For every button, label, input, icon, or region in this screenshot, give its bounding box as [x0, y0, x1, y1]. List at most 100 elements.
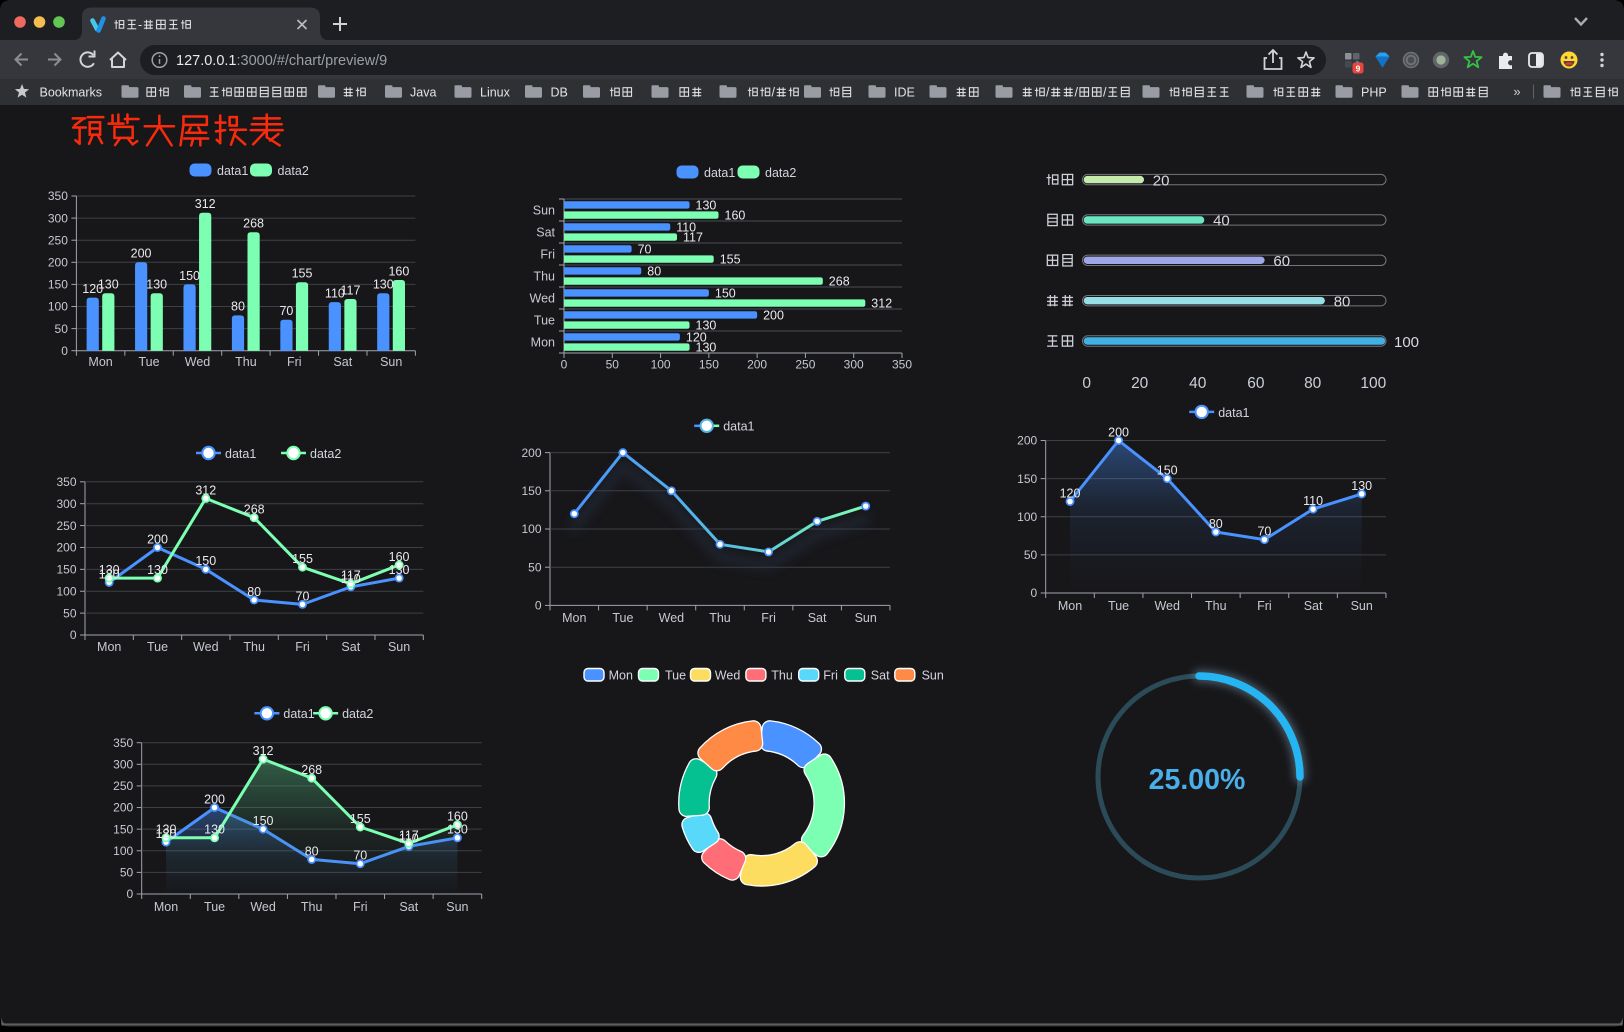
- svg-text:117: 117: [341, 569, 361, 583]
- svg-text:117: 117: [399, 828, 419, 842]
- svg-text:Sun: Sun: [446, 900, 468, 914]
- svg-text:150: 150: [56, 563, 76, 577]
- svg-text:130: 130: [99, 563, 120, 577]
- svg-text:»: »: [1513, 84, 1520, 99]
- svg-text:312: 312: [253, 744, 274, 758]
- svg-text:70: 70: [353, 849, 367, 863]
- svg-text:80: 80: [247, 585, 261, 599]
- svg-text:50: 50: [55, 322, 69, 336]
- svg-text:0: 0: [70, 628, 77, 642]
- svg-text:/: /: [772, 85, 776, 99]
- svg-text:200: 200: [1017, 434, 1037, 448]
- svg-text:150: 150: [1017, 472, 1037, 486]
- svg-text:127.0.0.1:3000/#/chart/preview: 127.0.0.1:3000/#/chart/preview/9: [176, 53, 387, 69]
- svg-text:data2: data2: [278, 164, 309, 178]
- svg-text:Mon: Mon: [88, 355, 112, 369]
- svg-text:100: 100: [48, 300, 68, 314]
- svg-text:0: 0: [61, 344, 68, 358]
- svg-text:Wed: Wed: [659, 611, 685, 625]
- svg-text:130: 130: [146, 278, 167, 292]
- svg-text:data2: data2: [765, 166, 796, 180]
- svg-text:268: 268: [243, 217, 264, 231]
- svg-text:100: 100: [651, 358, 671, 372]
- svg-text:data2: data2: [310, 447, 341, 461]
- svg-text:Sat: Sat: [808, 611, 827, 625]
- svg-text:data2: data2: [342, 707, 373, 721]
- svg-text:Sat: Sat: [333, 355, 352, 369]
- svg-text:130: 130: [447, 823, 468, 837]
- svg-text:300: 300: [56, 497, 76, 511]
- svg-text:Sun: Sun: [922, 669, 944, 683]
- svg-text:130: 130: [98, 278, 119, 292]
- svg-text:100: 100: [1360, 375, 1386, 392]
- svg-text:200: 200: [131, 247, 152, 261]
- svg-text:Sat: Sat: [1304, 599, 1323, 613]
- svg-text:300: 300: [113, 758, 133, 772]
- svg-text:150: 150: [521, 484, 541, 498]
- svg-text:Wed: Wed: [193, 640, 219, 654]
- svg-text:200: 200: [48, 256, 68, 270]
- svg-text:350: 350: [56, 475, 76, 489]
- svg-text:250: 250: [795, 358, 815, 372]
- svg-text:120: 120: [99, 567, 120, 581]
- svg-text:80: 80: [647, 264, 661, 278]
- svg-text:Sun: Sun: [1351, 599, 1373, 613]
- svg-text:Wed: Wed: [185, 355, 211, 369]
- svg-text:IDE: IDE: [894, 85, 915, 99]
- svg-text:Mon: Mon: [531, 335, 555, 349]
- svg-text:100: 100: [521, 522, 541, 536]
- svg-text:Thu: Thu: [243, 640, 265, 654]
- svg-text:200: 200: [113, 801, 133, 815]
- svg-text:250: 250: [48, 233, 68, 247]
- svg-text:DB: DB: [551, 85, 568, 99]
- svg-text:data1: data1: [723, 420, 754, 434]
- svg-text:Tue: Tue: [612, 611, 633, 625]
- svg-text:Fri: Fri: [540, 247, 555, 261]
- svg-text:Fri: Fri: [353, 900, 368, 914]
- svg-text:70: 70: [638, 242, 652, 256]
- svg-text:Tue: Tue: [534, 313, 555, 327]
- svg-text:200: 200: [204, 792, 225, 806]
- svg-text:/: /: [1046, 85, 1050, 99]
- svg-text:130: 130: [696, 340, 717, 354]
- svg-text:155: 155: [350, 812, 371, 826]
- svg-text:data1: data1: [1218, 406, 1249, 420]
- svg-text:160: 160: [389, 550, 410, 564]
- svg-text:300: 300: [48, 211, 68, 225]
- svg-text:40: 40: [1213, 213, 1230, 230]
- svg-text:Sun: Sun: [388, 640, 410, 654]
- svg-text:100: 100: [113, 844, 133, 858]
- svg-text:Mon: Mon: [609, 669, 633, 683]
- svg-text:PHP: PHP: [1361, 85, 1387, 99]
- svg-text:312: 312: [871, 296, 892, 310]
- svg-text:80: 80: [1209, 517, 1223, 531]
- svg-text:160: 160: [388, 264, 409, 278]
- svg-text:Wed: Wed: [530, 291, 556, 305]
- svg-text:300: 300: [844, 358, 864, 372]
- svg-text:Fri: Fri: [295, 640, 310, 654]
- svg-text:50: 50: [528, 560, 542, 574]
- svg-text:Tue: Tue: [147, 640, 168, 654]
- svg-text:200: 200: [147, 532, 168, 546]
- svg-text:50: 50: [1024, 548, 1038, 562]
- svg-text:160: 160: [447, 810, 468, 824]
- svg-text:Sun: Sun: [533, 203, 555, 217]
- svg-text:data1: data1: [704, 166, 735, 180]
- svg-text:data1: data1: [217, 164, 248, 178]
- svg-text:150: 150: [715, 286, 736, 300]
- svg-text:Sun: Sun: [380, 355, 402, 369]
- svg-text:268: 268: [829, 274, 850, 288]
- svg-text:/: /: [1103, 85, 1107, 99]
- svg-text:Thu: Thu: [771, 669, 793, 683]
- svg-text:268: 268: [301, 763, 322, 777]
- svg-text:150: 150: [195, 554, 216, 568]
- svg-text:20: 20: [1153, 172, 1170, 189]
- svg-text:60: 60: [1247, 375, 1265, 392]
- svg-text:0: 0: [535, 599, 542, 613]
- svg-text:80: 80: [305, 844, 319, 858]
- svg-text:data1: data1: [225, 447, 256, 461]
- svg-text:Mon: Mon: [97, 640, 121, 654]
- svg-text:Fri: Fri: [287, 355, 302, 369]
- svg-text:350: 350: [48, 189, 68, 203]
- svg-text:Fri: Fri: [823, 669, 838, 683]
